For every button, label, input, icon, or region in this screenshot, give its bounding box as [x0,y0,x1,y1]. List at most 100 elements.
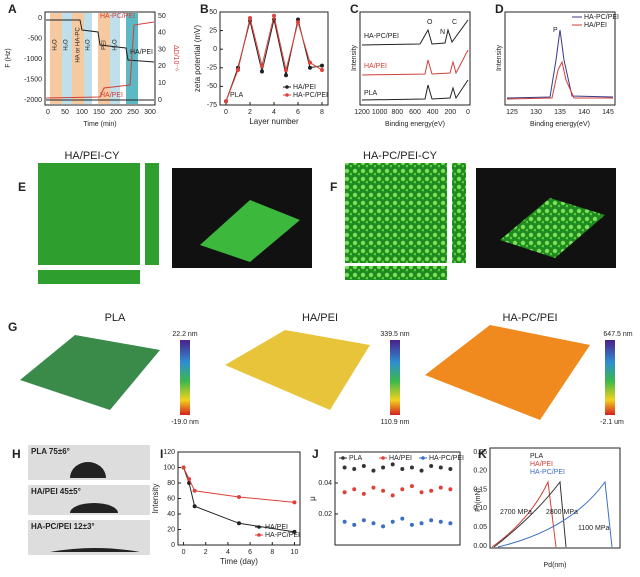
y-tick-label: 0.15 [473,486,487,493]
x-tick-label: 2 [248,109,252,116]
x-tick-label: 135 [554,109,566,116]
band-label: HA or HA-PC [76,27,82,63]
point [284,73,288,78]
micrograph [345,163,447,263]
point [224,99,228,104]
series-label: HA-PC/PEI [364,33,399,40]
x-tick-label: 1000 [372,109,388,116]
x-tick-label: 8 [320,109,324,116]
y-tick-label: 0 [38,15,42,22]
point [438,485,443,490]
point [308,60,312,65]
point [409,465,414,470]
curve [46,19,155,63]
x-tick-label: 140 [578,109,590,116]
scale-bottom: 110.9 nm [381,419,410,426]
angle-label: HA/PEI 45±5° [31,487,81,496]
x-tick-label: 2 [204,549,208,556]
legend-label: HA/PEI [293,84,316,91]
point [292,500,297,505]
droplet [50,548,140,552]
y-tick-label: 0.00 [473,543,487,550]
y-tick-label: 0 [171,542,175,549]
y-tick-label: 0.02 [318,511,332,518]
point [390,519,395,524]
color-scale [180,340,190,415]
x-tick-label: 1200 [354,109,370,116]
x-tick-label: 4 [226,549,230,556]
modulus-label: 2800 MPa [546,509,578,516]
point [192,504,197,509]
y-tick-label: 80 [167,480,175,487]
point [390,493,395,498]
point [438,519,443,524]
micrograph [38,163,140,265]
axis-title: Fn(mN) [475,488,482,512]
y-tick-label: -25 [207,65,217,72]
legend-label: HA-PC/PEI [584,14,619,21]
x-tick-label: 100 [76,109,88,116]
annotation: PLA [230,92,244,99]
spectrum [361,49,469,76]
axis-title: ΔD/10⁻⁶ [172,45,179,71]
x-tick-label: 0 [466,109,470,116]
x-tick-label: 6 [296,109,300,116]
point [181,465,186,470]
legend-swatch [257,533,261,537]
curve-label: HA-PC/PEI [100,13,135,20]
point [352,487,357,492]
peak-label: O [427,19,433,26]
point [429,518,434,523]
x-tick-label: 4 [272,109,276,116]
x-tick-label: 0 [224,109,228,116]
legend-swatch [285,93,289,97]
x-tick-label: 800 [391,109,403,116]
band [72,13,84,104]
y-tick-label: 20 [158,63,166,70]
angle-label: HA-PC/PEI 12±3° [31,522,95,531]
x-tick-label: 125 [506,109,518,116]
modulus-label: 2700 MPa [500,509,532,516]
band [110,13,120,104]
legend-label: HA/PEI [530,461,553,468]
panel-f: F HA-PC/PEI-CY [330,150,616,280]
point [248,15,252,20]
micrograph [145,163,159,265]
band-label: H₂O [64,39,70,51]
panel-label: I [160,447,163,461]
legend-swatch [341,456,345,460]
series-label: PLA [364,90,378,97]
y-tick-label: -1000 [24,56,42,63]
point [296,17,300,22]
spectrum [361,19,469,46]
point [429,463,434,468]
point [236,68,240,73]
modulus-label: 1100 MPa [578,525,609,532]
curve-label: HA/PEI [130,49,153,56]
surface [200,200,300,262]
y-tick-label: 120 [163,449,175,456]
y-tick-label: -2000 [24,97,42,104]
legend-label: HA/PEI [265,524,288,531]
color-scale [605,340,615,415]
x-tick-label: 400 [427,109,439,116]
axes [489,447,621,549]
point [187,477,192,482]
axis-title: Pd(nm) [544,562,567,569]
band-label: H₂O [113,39,119,51]
x-tick-label: 8 [270,549,274,556]
panel-k: K PLA HA/PEI HA-PC/PEI 2700 MPa 2800 MPa… [475,447,621,569]
x-tick-label: 130 [530,109,542,116]
scale-top: 22.2 nm [172,331,197,338]
axis-title: Intensity [351,44,358,71]
point [448,487,453,492]
y-tick-label: 0 [213,46,217,53]
point [381,524,386,529]
panel-label: A [8,2,17,16]
micrograph [345,266,447,280]
x-tick-label: 0 [46,109,50,116]
point [419,521,424,526]
band [50,13,62,104]
band [84,13,92,104]
legend-label: PLA [349,455,363,462]
